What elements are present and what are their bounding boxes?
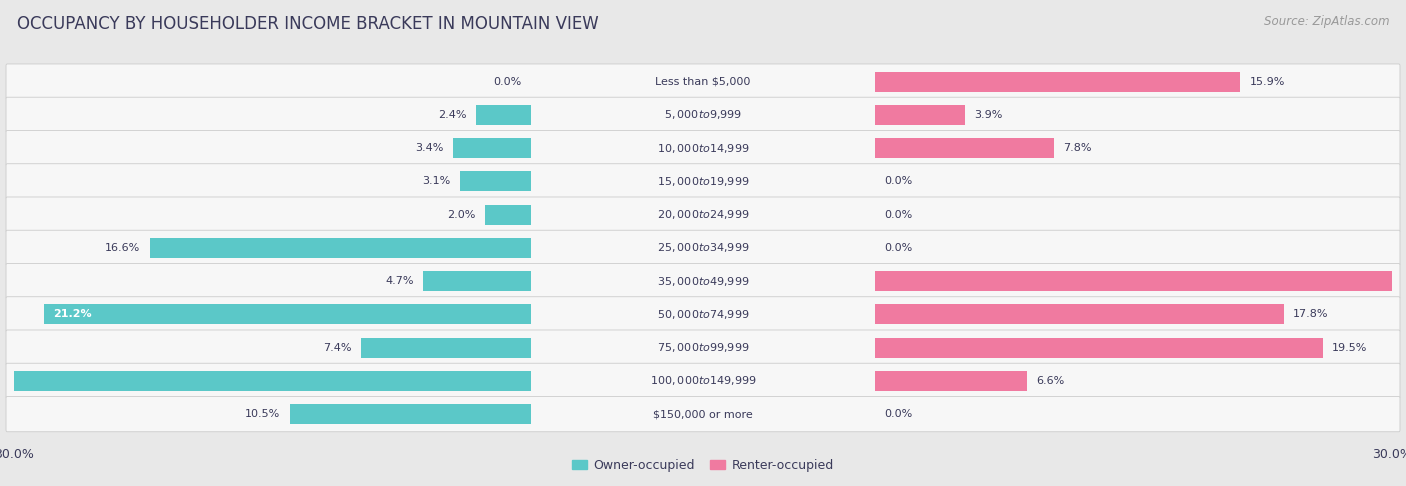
Text: $15,000 to $19,999: $15,000 to $19,999 bbox=[657, 175, 749, 188]
Bar bbox=[475, 105, 531, 125]
Text: $5,000 to $9,999: $5,000 to $9,999 bbox=[664, 108, 742, 122]
Text: 2.4%: 2.4% bbox=[437, 110, 467, 120]
Bar bbox=[875, 138, 1054, 158]
FancyBboxPatch shape bbox=[6, 97, 1400, 133]
Text: $75,000 to $99,999: $75,000 to $99,999 bbox=[657, 341, 749, 354]
Text: 4.7%: 4.7% bbox=[385, 276, 413, 286]
FancyBboxPatch shape bbox=[6, 363, 1400, 399]
Text: $50,000 to $74,999: $50,000 to $74,999 bbox=[657, 308, 749, 321]
Bar bbox=[460, 172, 531, 191]
Text: $35,000 to $49,999: $35,000 to $49,999 bbox=[657, 275, 749, 288]
Bar bbox=[875, 105, 965, 125]
FancyBboxPatch shape bbox=[6, 397, 1400, 432]
Bar bbox=[875, 371, 1026, 391]
FancyBboxPatch shape bbox=[6, 330, 1400, 365]
Text: $100,000 to $149,999: $100,000 to $149,999 bbox=[650, 374, 756, 387]
Text: $20,000 to $24,999: $20,000 to $24,999 bbox=[657, 208, 749, 221]
Text: 10.5%: 10.5% bbox=[245, 409, 280, 419]
Text: 16.6%: 16.6% bbox=[105, 243, 141, 253]
FancyBboxPatch shape bbox=[6, 64, 1400, 99]
Text: 7.8%: 7.8% bbox=[1063, 143, 1092, 153]
Bar bbox=[453, 138, 531, 158]
Legend: Owner-occupied, Renter-occupied: Owner-occupied, Renter-occupied bbox=[568, 453, 838, 477]
Text: 3.9%: 3.9% bbox=[974, 110, 1002, 120]
Text: 19.5%: 19.5% bbox=[1333, 343, 1368, 353]
Text: OCCUPANCY BY HOUSEHOLDER INCOME BRACKET IN MOUNTAIN VIEW: OCCUPANCY BY HOUSEHOLDER INCOME BRACKET … bbox=[17, 15, 599, 33]
Bar bbox=[485, 205, 531, 225]
Bar bbox=[875, 71, 1240, 91]
FancyBboxPatch shape bbox=[6, 263, 1400, 299]
Text: 0.0%: 0.0% bbox=[494, 77, 522, 87]
Text: $10,000 to $14,999: $10,000 to $14,999 bbox=[657, 141, 749, 155]
Text: $25,000 to $34,999: $25,000 to $34,999 bbox=[657, 242, 749, 254]
Text: 2.0%: 2.0% bbox=[447, 209, 475, 220]
Bar bbox=[875, 304, 1284, 324]
Text: 6.6%: 6.6% bbox=[1036, 376, 1064, 386]
Text: 0.0%: 0.0% bbox=[884, 409, 912, 419]
Bar bbox=[0, 371, 531, 391]
Bar bbox=[290, 404, 531, 424]
Bar bbox=[875, 338, 1323, 358]
FancyBboxPatch shape bbox=[6, 164, 1400, 199]
Text: 3.4%: 3.4% bbox=[415, 143, 443, 153]
Text: 0.0%: 0.0% bbox=[884, 176, 912, 186]
Text: $150,000 or more: $150,000 or more bbox=[654, 409, 752, 419]
FancyBboxPatch shape bbox=[6, 197, 1400, 232]
Bar bbox=[149, 238, 531, 258]
Text: 0.0%: 0.0% bbox=[884, 209, 912, 220]
Text: 17.8%: 17.8% bbox=[1294, 310, 1329, 319]
Text: 21.2%: 21.2% bbox=[53, 310, 91, 319]
FancyBboxPatch shape bbox=[6, 297, 1400, 332]
FancyBboxPatch shape bbox=[6, 230, 1400, 265]
Text: 0.0%: 0.0% bbox=[884, 243, 912, 253]
FancyBboxPatch shape bbox=[6, 130, 1400, 166]
Text: 7.4%: 7.4% bbox=[323, 343, 352, 353]
Bar bbox=[44, 304, 531, 324]
Bar bbox=[361, 338, 531, 358]
Text: Source: ZipAtlas.com: Source: ZipAtlas.com bbox=[1264, 15, 1389, 28]
Bar bbox=[423, 271, 531, 291]
Text: 3.1%: 3.1% bbox=[422, 176, 450, 186]
Bar bbox=[875, 271, 1406, 291]
Text: 15.9%: 15.9% bbox=[1250, 77, 1285, 87]
Text: Less than $5,000: Less than $5,000 bbox=[655, 77, 751, 87]
